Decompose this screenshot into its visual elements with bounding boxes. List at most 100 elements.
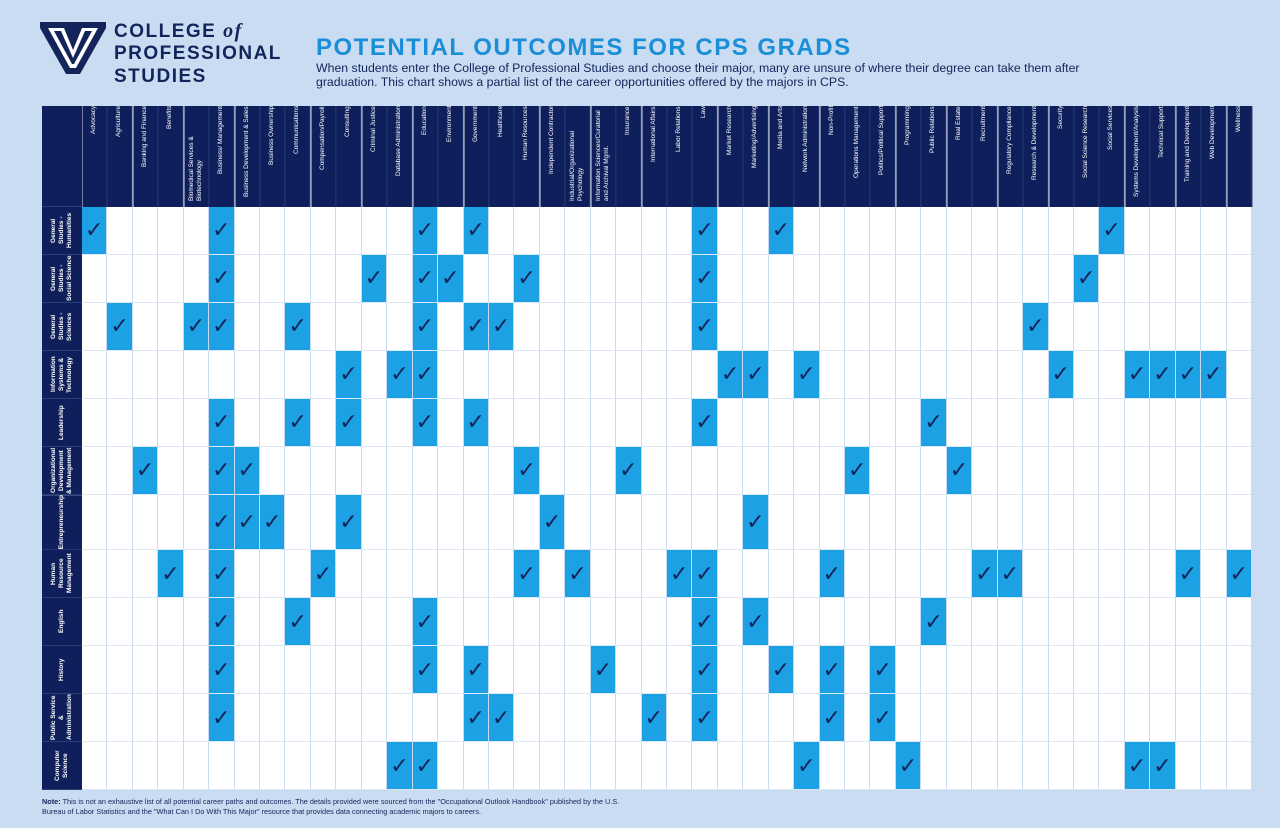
empty-cell [768,494,795,551]
empty-cell [666,694,693,743]
empty-cell [234,350,261,399]
empty-cell [565,694,591,743]
empty-cell [158,494,184,551]
empty-cell [768,446,795,495]
empty-cell [1175,254,1202,303]
empty-cell [743,254,769,303]
empty-cell [666,494,693,551]
empty-cell [488,398,515,447]
empty-cell [819,494,846,551]
empty-cell [132,254,159,303]
empty-cell [1023,550,1049,599]
empty-cell [616,598,642,647]
empty-cell [1023,398,1049,447]
empty-cell [641,207,667,255]
empty-cell [158,742,184,790]
empty-cell [1023,350,1049,399]
column-header: Benefits [158,106,184,207]
column-header: Database Administration [387,106,413,207]
empty-cell [666,207,693,255]
column-header: Non-Profit [819,106,846,207]
empty-cell [183,646,210,695]
check-cell: ✓ [870,694,896,743]
empty-cell [641,646,667,695]
check-cell: ✓ [412,598,439,647]
row-header: History [42,646,82,695]
empty-cell [870,598,896,647]
empty-cell [895,302,922,351]
empty-cell [997,302,1024,351]
check-cell: ✓ [209,494,235,551]
column-header: Social Science Research [1073,106,1100,207]
check-cell: ✓ [692,398,718,447]
empty-cell [310,494,337,551]
empty-cell [666,742,693,790]
empty-cell [1175,446,1202,495]
empty-cell [921,550,947,599]
empty-cell [743,742,769,790]
empty-cell [1124,598,1151,647]
empty-cell [794,694,820,743]
empty-cell [1201,446,1227,495]
empty-cell [361,646,388,695]
check-cell: ✓ [82,207,108,255]
empty-cell [158,350,184,399]
empty-cell [1175,694,1202,743]
column-header: Market Research [717,106,744,207]
empty-cell [565,254,591,303]
check-cell: ✓ [412,254,439,303]
empty-cell [895,446,922,495]
logo-text: STUDIES [114,66,207,87]
empty-cell [845,350,871,399]
empty-cell [717,742,744,790]
empty-cell [438,598,464,647]
empty-cell [310,742,337,790]
empty-cell [717,494,744,551]
empty-cell [438,398,464,447]
empty-cell [666,254,693,303]
empty-cell [1175,742,1202,790]
empty-cell [616,207,642,255]
empty-cell [539,254,566,303]
column-header: Environment [438,106,464,207]
empty-cell [539,207,566,255]
empty-cell [616,350,642,399]
empty-cell [641,398,667,447]
empty-cell [997,398,1024,447]
empty-cell [717,207,744,255]
empty-cell [895,550,922,599]
check-cell: ✓ [946,446,973,495]
check-cell: ✓ [1150,350,1176,399]
empty-cell [997,694,1024,743]
empty-cell [132,742,159,790]
empty-cell [870,494,896,551]
empty-cell [743,446,769,495]
check-cell: ✓ [387,350,413,399]
check-cell: ✓ [234,446,261,495]
empty-cell [819,598,846,647]
empty-cell [1023,446,1049,495]
empty-cell [158,254,184,303]
empty-cell [590,598,617,647]
empty-cell [1150,550,1176,599]
empty-cell [1048,254,1074,303]
empty-cell [616,646,642,695]
outcomes-table: Advocacy Agriculture Banking and Finance Be… [42,106,1252,790]
empty-cell [1099,646,1125,695]
empty-cell [1099,350,1125,399]
empty-cell [972,350,998,399]
empty-cell [1124,550,1151,599]
empty-cell [310,446,337,495]
empty-cell [946,598,973,647]
check-cell: ✓ [209,646,235,695]
column-header: Technical Support [1150,106,1176,207]
empty-cell [158,398,184,447]
column-header: Law [692,106,718,207]
row-header: English [42,598,82,647]
check-cell: ✓ [412,742,439,790]
check-cell: ✓ [1099,207,1125,255]
empty-cell [845,302,871,351]
column-header: Real Estate [946,106,973,207]
empty-cell [1073,350,1100,399]
